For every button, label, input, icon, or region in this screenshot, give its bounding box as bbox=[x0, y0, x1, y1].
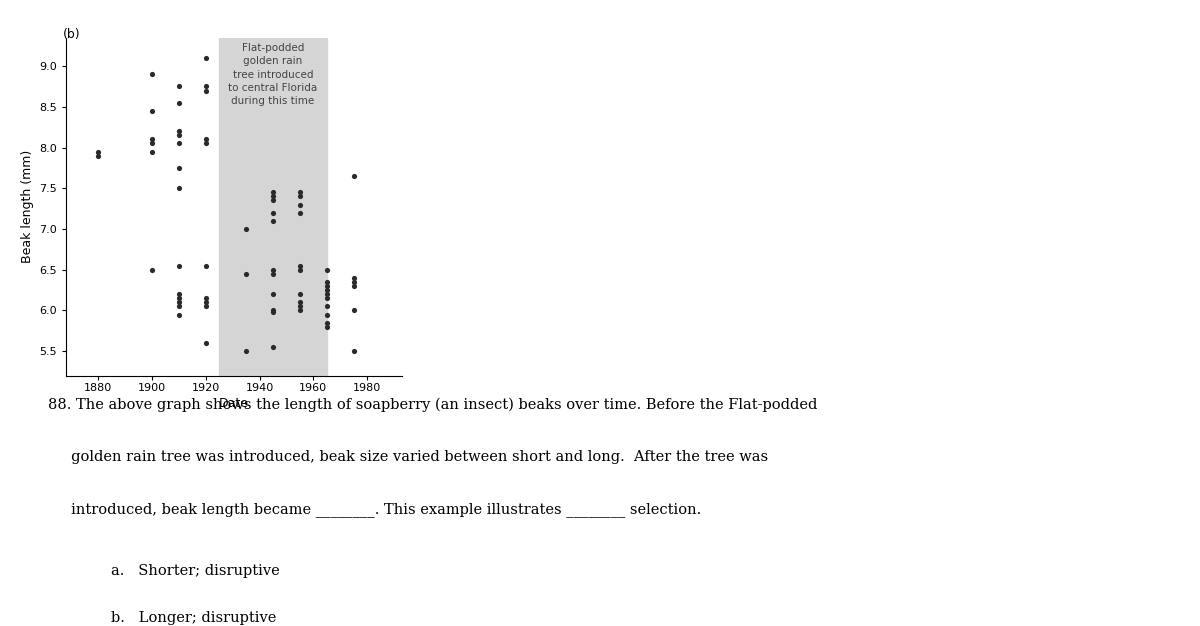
Point bbox=[263, 305, 282, 316]
Point bbox=[290, 208, 310, 218]
Point bbox=[263, 208, 282, 218]
Point bbox=[317, 293, 336, 303]
Point bbox=[290, 305, 310, 316]
Point bbox=[344, 346, 364, 356]
Point bbox=[290, 200, 310, 210]
Point bbox=[169, 98, 188, 108]
Point bbox=[263, 195, 282, 205]
Point bbox=[263, 192, 282, 202]
Point bbox=[290, 289, 310, 299]
Point bbox=[317, 281, 336, 291]
Text: Flat-podded
golden rain
tree introduced
to central Florida
during this time: Flat-podded golden rain tree introduced … bbox=[228, 43, 318, 106]
Point bbox=[196, 135, 215, 145]
Point bbox=[344, 171, 364, 181]
Point bbox=[169, 126, 188, 136]
Point bbox=[196, 293, 215, 303]
Point bbox=[236, 224, 256, 234]
Point bbox=[143, 265, 162, 275]
Point bbox=[344, 273, 364, 283]
Point bbox=[263, 216, 282, 226]
Point bbox=[344, 277, 364, 287]
Point bbox=[317, 265, 336, 275]
Point bbox=[169, 81, 188, 91]
Text: introduced, beak length became ________. This example illustrates ________ selec: introduced, beak length became ________.… bbox=[48, 502, 701, 517]
Point bbox=[143, 106, 162, 116]
Point bbox=[344, 305, 364, 316]
Point bbox=[236, 346, 256, 356]
Point bbox=[196, 86, 215, 96]
Point bbox=[344, 281, 364, 291]
Point bbox=[143, 135, 162, 145]
Point bbox=[169, 138, 188, 148]
Point bbox=[263, 269, 282, 279]
Point bbox=[290, 187, 310, 197]
Point bbox=[169, 301, 188, 311]
Point bbox=[169, 183, 188, 193]
Point bbox=[263, 342, 282, 352]
Point bbox=[236, 269, 256, 279]
Point bbox=[143, 146, 162, 156]
Point bbox=[196, 260, 215, 270]
X-axis label: Date: Date bbox=[220, 397, 250, 409]
Point bbox=[317, 301, 336, 311]
Point bbox=[89, 146, 108, 156]
Point bbox=[169, 297, 188, 307]
Bar bbox=[220, 38, 326, 376]
Point bbox=[196, 138, 215, 148]
Point bbox=[290, 297, 310, 307]
Point bbox=[169, 293, 188, 303]
Point bbox=[290, 260, 310, 270]
Point bbox=[196, 297, 215, 307]
Point bbox=[317, 322, 336, 332]
Point bbox=[169, 260, 188, 270]
Point bbox=[290, 265, 310, 275]
Point bbox=[196, 338, 215, 348]
Point bbox=[263, 265, 282, 275]
Text: (b): (b) bbox=[62, 28, 80, 41]
Point bbox=[169, 130, 188, 140]
Point bbox=[317, 289, 336, 299]
Point bbox=[263, 307, 282, 317]
Point bbox=[317, 277, 336, 287]
Point bbox=[169, 309, 188, 319]
Point bbox=[290, 192, 310, 202]
Text: a.   Shorter; disruptive: a. Shorter; disruptive bbox=[112, 564, 280, 578]
Text: golden rain tree was introduced, beak size varied between short and long.  After: golden rain tree was introduced, beak si… bbox=[48, 450, 768, 464]
Text: 88. The above graph shows the length of soapberry (an insect) beaks over time. B: 88. The above graph shows the length of … bbox=[48, 398, 817, 412]
Point bbox=[290, 301, 310, 311]
Point bbox=[169, 289, 188, 299]
Point bbox=[89, 151, 108, 161]
Point bbox=[317, 317, 336, 327]
Point bbox=[143, 69, 162, 80]
Point bbox=[143, 138, 162, 148]
Point bbox=[196, 53, 215, 63]
Point bbox=[317, 309, 336, 319]
Point bbox=[263, 187, 282, 197]
Text: b.   Longer; disruptive: b. Longer; disruptive bbox=[112, 610, 277, 625]
Point bbox=[317, 285, 336, 295]
Y-axis label: Beak length (mm): Beak length (mm) bbox=[20, 150, 34, 263]
Point bbox=[169, 163, 188, 173]
Point bbox=[196, 81, 215, 91]
Point bbox=[196, 301, 215, 311]
Point bbox=[263, 289, 282, 299]
